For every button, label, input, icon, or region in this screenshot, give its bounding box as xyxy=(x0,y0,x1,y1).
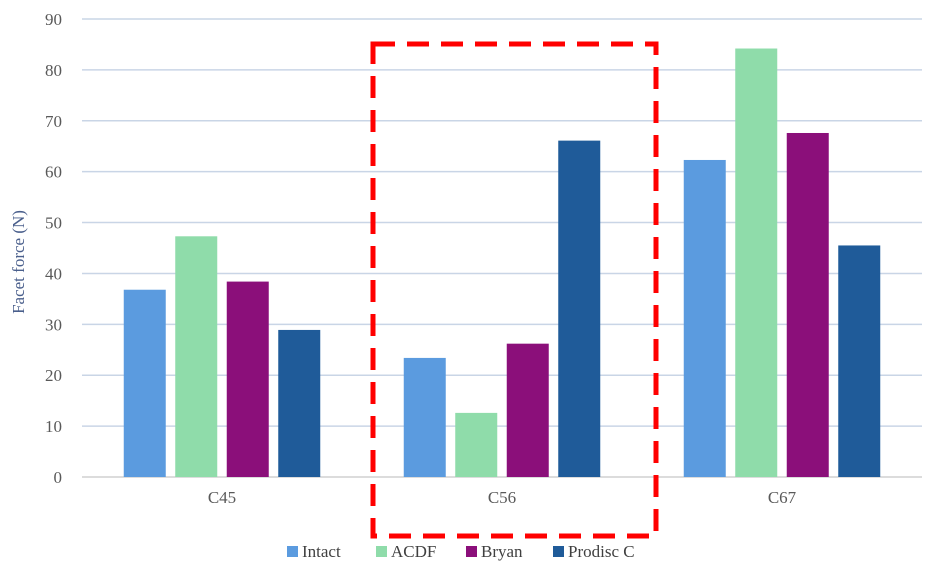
y-tick-label: 30 xyxy=(45,315,62,334)
x-tick-label: C56 xyxy=(488,488,516,507)
legend-label: ACDF xyxy=(391,542,436,561)
bar-prodisc-c-c67 xyxy=(838,245,881,477)
bar-prodisc-c-c45 xyxy=(278,329,321,477)
y-tick-label: 0 xyxy=(54,468,63,487)
highlight-dashed-box xyxy=(370,41,659,539)
legend-label: Bryan xyxy=(481,542,523,561)
bar-acdf-c45 xyxy=(175,236,218,477)
y-tick-label: 50 xyxy=(45,214,62,233)
bar-intact-c67 xyxy=(683,159,726,477)
legend-label: Intact xyxy=(302,542,341,561)
bar-intact-c45 xyxy=(123,289,166,477)
y-tick-label: 40 xyxy=(45,264,62,283)
bar-bryan-c67 xyxy=(786,132,829,478)
x-tick-label: C67 xyxy=(768,488,797,507)
bar-acdf-c67 xyxy=(735,48,778,477)
y-tick-label: 70 xyxy=(45,112,62,131)
bars xyxy=(123,48,881,478)
y-axis-ticks: 0 10 20 30 40 50 60 70 80 90 xyxy=(45,10,62,487)
highlight-box xyxy=(370,41,659,539)
legend-swatch xyxy=(466,546,477,557)
legend-label: Prodisc C xyxy=(568,542,635,561)
y-axis-label: Facet force (N) xyxy=(9,210,28,314)
bar-bryan-c45 xyxy=(226,281,269,477)
legend-swatch xyxy=(287,546,298,557)
legend-swatch xyxy=(376,546,387,557)
x-axis-ticks: C45 C56 C67 xyxy=(208,488,797,507)
y-tick-label: 60 xyxy=(45,163,62,182)
y-tick-label: 80 xyxy=(45,61,62,80)
bar-prodisc-c-c56 xyxy=(558,140,601,477)
y-tick-label: 20 xyxy=(45,366,62,385)
legend-swatch xyxy=(553,546,564,557)
y-tick-label: 10 xyxy=(45,417,62,436)
gridlines xyxy=(82,18,922,478)
x-tick-label: C45 xyxy=(208,488,236,507)
bar-bryan-c56 xyxy=(506,343,549,477)
bar-intact-c56 xyxy=(403,357,446,477)
legend: Intact ACDF Bryan Prodisc C xyxy=(287,542,635,561)
bar-acdf-c56 xyxy=(455,412,498,477)
y-tick-label: 90 xyxy=(45,10,62,29)
